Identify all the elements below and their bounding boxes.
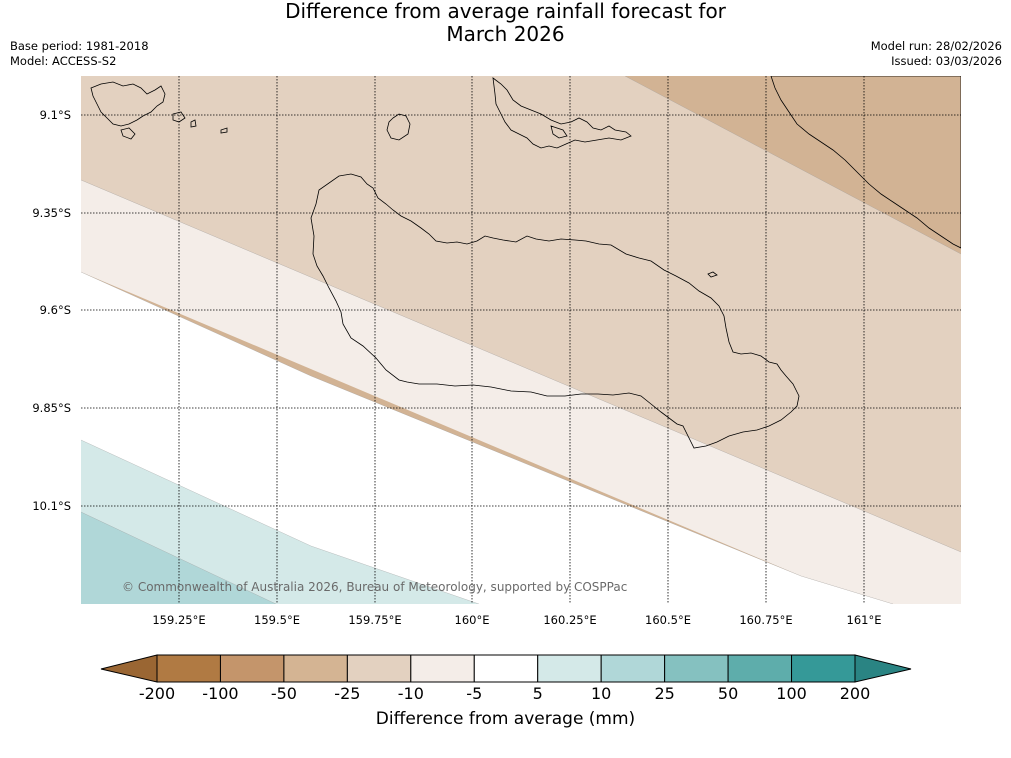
- colorbar-tick-label: 200: [839, 684, 871, 703]
- lon-label: 161°E: [846, 613, 882, 627]
- colorbar-cell: [283, 654, 348, 683]
- colorbar-cell: [600, 654, 666, 683]
- colorbar: [100, 654, 912, 683]
- meta-left: Base period: 1981-2018 Model: ACCESS-S2: [10, 39, 149, 69]
- colorbar-tick-label: 25: [654, 684, 675, 703]
- colorbar-tick-label: 100: [776, 684, 807, 703]
- russell-islet-3: [220, 127, 228, 134]
- colorbar-title: Difference from average (mm): [375, 709, 636, 729]
- title-line-1: Difference from average rainfall forecas…: [285, 0, 726, 23]
- colorbar-cell: [727, 654, 793, 683]
- lon-label: 159.75°E: [348, 613, 402, 627]
- colorbar-tick-label: 10: [590, 684, 612, 703]
- lat-label: 9.35°S: [32, 206, 71, 220]
- colorbar-tick-label: -200: [138, 684, 176, 703]
- colorbar-cell: [664, 654, 729, 683]
- colorbar-high-extension: [854, 654, 912, 683]
- copyright-notice: © Commonwealth of Australia 2026, Bureau…: [122, 580, 628, 594]
- colorbar-tick-label: -100: [202, 684, 239, 703]
- coastlines: [90, 76, 961, 449]
- malaita-coastline: [770, 76, 961, 249]
- band-minus10-minus5: [81, 180, 961, 604]
- colorbar-cell: [346, 654, 412, 683]
- colorbar-cell: [156, 654, 221, 683]
- colorbar-tick-label: -5: [466, 684, 483, 703]
- russell-islet-2: [172, 111, 186, 123]
- russell-islet-4: [190, 119, 197, 128]
- colorbar-low-extension: [100, 654, 158, 683]
- base-period-text: Base period: 1981-2018: [10, 39, 149, 53]
- guadalcanal-coastline: [310, 173, 800, 449]
- band-minus25-minus10: [81, 76, 961, 552]
- colorbar-tick-label: -25: [334, 684, 361, 703]
- colorbar-cell: [219, 654, 285, 683]
- map-title: Difference from average rainfall forecas…: [0, 0, 1011, 46]
- lon-label: 160°E: [454, 613, 490, 627]
- lat-label: 9.6°S: [39, 303, 71, 317]
- lon-label: 160.25°E: [543, 613, 597, 627]
- band-edges: [81, 76, 961, 604]
- lon-label: 160.75°E: [739, 613, 793, 627]
- model-text: Model: ACCESS-S2: [10, 54, 117, 68]
- lat-label: 9.1°S: [39, 108, 71, 122]
- colorbar-outline: [156, 654, 856, 683]
- meta-right: Model run: 28/02/2026 Issued: 03/03/2026: [871, 39, 1002, 69]
- colorbar-tick-label: -10: [397, 684, 424, 703]
- colorbar-cell: [791, 654, 856, 683]
- gridlines: [81, 76, 961, 604]
- colorbar-tick-label: -50: [270, 684, 297, 703]
- colorbar-tick-label: 50: [717, 684, 739, 703]
- colorbar-cell: [473, 654, 539, 683]
- nggela-inlet: [550, 125, 568, 139]
- band-minus5-plus5: [81, 272, 893, 604]
- islet-east: [707, 271, 718, 278]
- colorbar-tick-label: 5: [532, 684, 543, 703]
- colorbar-cell: [537, 654, 602, 683]
- colorbar-cells: [156, 654, 856, 683]
- model-run-text: Model run: 28/02/2026: [870, 39, 1002, 53]
- lon-label: 160.5°E: [645, 613, 691, 627]
- rainfall-map: [81, 76, 961, 604]
- lon-label: 159.25°E: [152, 613, 206, 627]
- colorbar-cell: [410, 654, 475, 683]
- russell-islands: [90, 81, 166, 127]
- savo-island: [386, 113, 411, 141]
- title-line-2: March 2026: [446, 22, 565, 46]
- russell-islet-1: [120, 127, 136, 140]
- florida-islands: [492, 77, 632, 149]
- issued-text: Issued: 03/03/2026: [891, 54, 1002, 68]
- lon-label: 159.5°E: [254, 613, 300, 627]
- lat-label: 9.85°S: [32, 401, 71, 415]
- lat-label: 10.1°S: [32, 499, 71, 513]
